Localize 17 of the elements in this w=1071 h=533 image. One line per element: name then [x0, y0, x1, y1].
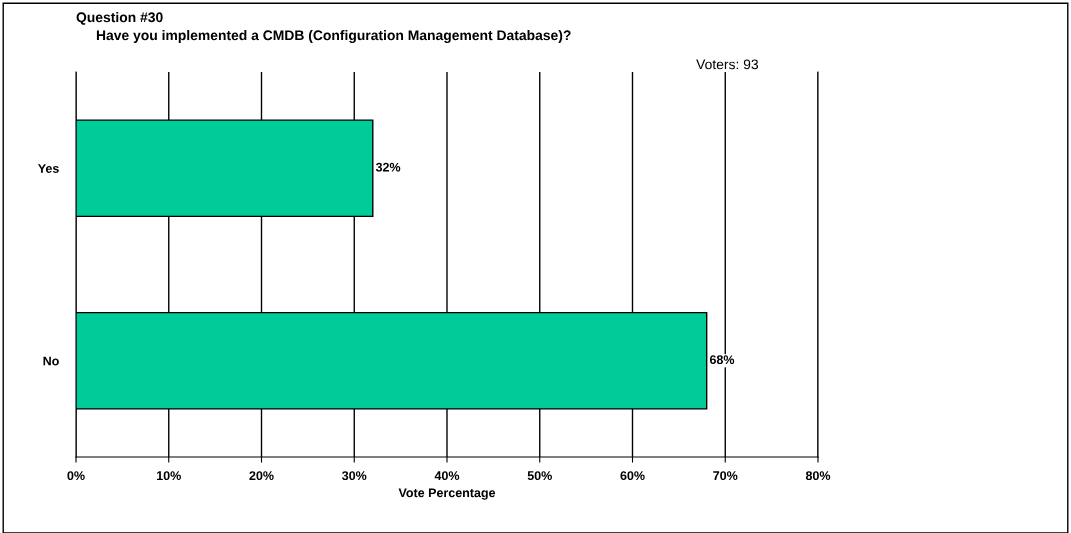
y-tick-label: No: [43, 356, 59, 366]
x-tick-label: 10%: [157, 471, 181, 481]
x-tick-label: 0%: [67, 471, 85, 481]
x-tick-label: 20%: [249, 471, 274, 481]
x-tick-label: 70%: [713, 471, 738, 481]
chart-title: Question #30: [76, 12, 163, 25]
data-label: 32%: [375, 162, 401, 172]
x-tick-label: 50%: [527, 471, 552, 481]
x-tick-label: 60%: [620, 471, 645, 481]
x-tick-label: 40%: [434, 471, 460, 481]
x-tick-label: 30%: [342, 471, 367, 481]
x-axis-title: Vote Percentage: [398, 488, 496, 500]
data-label: 68%: [709, 355, 735, 365]
text: Voters: 93: [696, 59, 759, 70]
x-tick-label: 80%: [805, 471, 831, 481]
chart-subtitle: Have you implemented a CMDB (Configuration Management Database)?: [96, 30, 571, 44]
y-tick-label: Yes: [37, 164, 59, 173]
